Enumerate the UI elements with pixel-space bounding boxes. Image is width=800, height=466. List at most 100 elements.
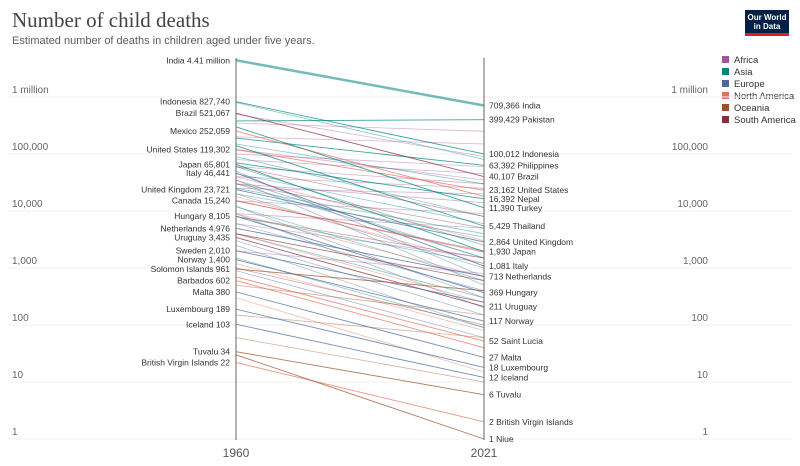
series-line-tuvalu [235,351,485,396]
series-line [235,166,485,185]
legend-item[interactable]: Asia [722,67,796,79]
chart-subtitle: Estimated number of deaths in children a… [12,35,315,47]
y-tick-label-right: 100,000 [672,142,709,153]
series-line [235,213,485,229]
end-label: 27 Malta [489,352,522,362]
series-line-netherlands [235,227,485,277]
series-line-hungary [235,215,485,294]
end-label: 2 British Virgin Islands [489,417,573,427]
series-line [235,240,485,316]
series-line [235,263,485,331]
series-line-solomon-islands [235,268,485,292]
series-line-canada [235,200,485,253]
legend-item[interactable]: Europe [722,79,796,91]
series-line [235,216,485,259]
start-label: India 4.41 million [166,55,230,65]
x-label-1960: 1960 [223,446,250,460]
legend-swatch [722,56,729,63]
start-label: British Virgin Islands 22 [141,357,230,367]
legend-label: Oceania [734,103,770,114]
end-label: 40,107 Brazil [489,172,539,182]
series-line-uruguay [235,237,485,307]
legend-swatch [722,104,729,111]
legend-swatch [722,116,729,123]
end-label: 12 Iceland [489,372,528,382]
series-line-sweden [235,250,485,303]
series-line [235,113,485,158]
series-line [235,337,485,383]
x-label-2021: 2021 [471,446,498,460]
series-line [235,179,485,259]
end-label: 6 Tuvalu [489,390,521,400]
legend-label: Africa [734,55,759,66]
series-line [235,233,485,282]
series-line-brazil [235,112,485,178]
end-label: 11,390 Turkey [489,203,543,213]
series-line [235,102,485,160]
legend-swatch [722,80,729,87]
y-tick-label-left: 10 [12,370,24,381]
end-label: 211 Uruguay [489,302,538,312]
series-line [235,250,485,274]
series-line-thailand [235,145,485,227]
series-line [235,297,485,373]
y-tick-label-right: 1,000 [683,256,708,267]
series-line-indonesia [235,101,485,155]
series-line [235,270,485,339]
start-label: Hungary 8,105 [174,211,230,221]
series-line [235,267,485,326]
start-label: Iceland 103 [186,319,230,329]
series-line [235,179,485,286]
end-label: 369 Hungary [489,288,538,298]
series-line [235,183,485,229]
legend-item[interactable]: Africa [722,55,796,67]
start-label: Uruguay 3,435 [174,232,230,242]
y-tick-label-left: 1 [12,427,18,438]
series-line [235,149,485,181]
series-line [235,122,485,132]
series-line [235,284,485,316]
start-label: Tuvalu 34 [193,347,230,357]
legend-item[interactable]: Oceania [722,103,796,115]
series-line-united-states [235,149,485,191]
end-label: 1,930 Japan [489,247,536,257]
series-line [235,233,485,282]
series-line [235,183,485,204]
legend-label: South America [734,115,796,126]
series-line-india [235,59,485,107]
start-label: Netherlands 4,976 [161,223,231,233]
chart-title: Number of child deaths [12,8,210,32]
owid-logo[interactable]: Our World in Data [745,10,789,36]
series-line [235,216,485,264]
series-line [235,159,485,175]
series-line-iceland [235,323,485,378]
end-label: 1 Niue [489,434,514,444]
legend-item[interactable]: South America [722,115,796,127]
start-label: Barbados 602 [177,276,230,286]
series-line-pakistan [235,119,485,122]
series-line-saint-lucia [235,276,485,342]
y-tick-label-right: 10 [697,370,709,381]
start-label: Malta 380 [193,287,231,297]
series-line [235,173,485,225]
y-tick-label-left: 10,000 [12,199,43,210]
y-tick-label-right: 1 [702,427,708,438]
end-label: 399,429 Pakistan [489,115,555,125]
series-line-philippines [235,137,485,166]
start-label: Canada 15,240 [172,196,230,206]
series-line [235,200,485,215]
legend-swatch [722,92,729,99]
y-tick-label-left: 1 million [12,85,49,96]
series-line [235,187,485,235]
legend-swatch [722,68,729,75]
series-line [235,183,485,259]
series-line-italy [235,172,485,267]
series-line-luxembourg [235,308,485,368]
y-tick-label-right: 10,000 [677,199,708,210]
end-label: 63,392 Philippines [489,160,558,170]
start-label: Norway 1,400 [178,255,231,265]
end-label: 709,366 India [489,101,541,111]
end-label: 23,162 United States [489,185,568,195]
series-line-japan [235,163,485,253]
